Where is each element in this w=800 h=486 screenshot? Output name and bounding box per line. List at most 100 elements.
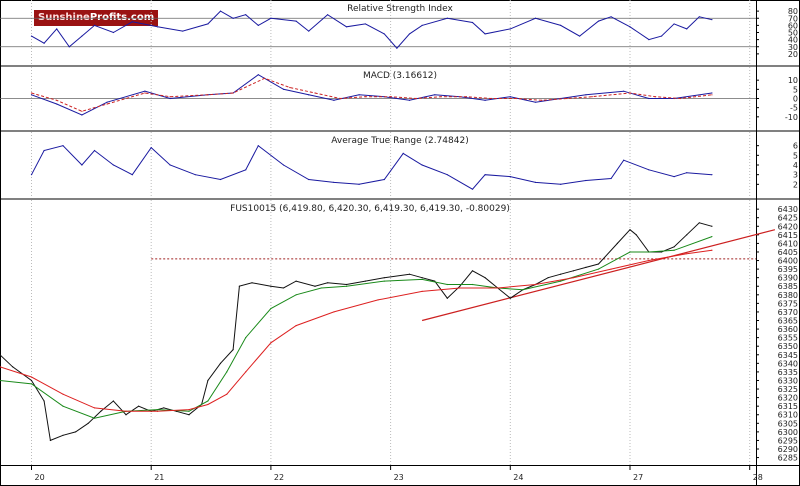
data-point xyxy=(673,246,675,248)
data-point xyxy=(579,35,581,37)
data-point xyxy=(245,169,247,171)
data-point xyxy=(383,280,385,282)
data-point xyxy=(112,164,114,166)
data-point xyxy=(0,354,1,356)
data-point xyxy=(232,349,234,351)
y-tick-label: 6380 xyxy=(778,291,798,300)
y-tick-label: 6 xyxy=(793,142,798,151)
data-point xyxy=(679,97,682,100)
data-point xyxy=(257,145,259,147)
data-point xyxy=(308,30,310,32)
data-point xyxy=(219,178,222,181)
data-point xyxy=(560,280,562,282)
data-point xyxy=(30,376,33,378)
y-tick-label: 6300 xyxy=(778,428,798,437)
data-point xyxy=(333,181,335,183)
data-point xyxy=(12,366,14,368)
data-point xyxy=(509,96,511,98)
data-point xyxy=(169,164,171,166)
data-point xyxy=(93,149,96,152)
data-point xyxy=(56,28,58,30)
data-point xyxy=(421,290,423,292)
data-point xyxy=(509,28,511,30)
data-point xyxy=(711,92,713,94)
data-point xyxy=(0,379,1,382)
data-point xyxy=(471,21,474,24)
data-point xyxy=(282,88,285,90)
data-point xyxy=(629,251,631,253)
x-tick-label: 20 xyxy=(35,473,45,482)
data-point xyxy=(295,20,297,22)
data-point xyxy=(43,149,45,152)
data-point xyxy=(30,174,33,176)
y-tick-label: 6320 xyxy=(778,394,798,403)
y-tick-label: 6415 xyxy=(778,231,798,240)
data-point xyxy=(150,147,152,149)
data-point xyxy=(509,176,511,178)
data-point xyxy=(182,30,184,32)
data-point xyxy=(339,97,341,100)
data-point xyxy=(345,285,348,287)
data-point xyxy=(484,174,486,176)
data-point xyxy=(219,362,222,364)
data-point xyxy=(333,99,335,101)
data-point xyxy=(270,17,272,19)
data-point xyxy=(572,277,574,279)
y-tick-label: 6305 xyxy=(778,419,798,428)
y-tick-label: 5 xyxy=(793,85,798,94)
y-tick-label: 70 xyxy=(788,14,798,23)
data-point xyxy=(440,96,442,98)
data-point xyxy=(516,97,518,100)
data-point xyxy=(648,39,650,41)
series-line-2 xyxy=(0,249,712,412)
panel-title: Relative Strength Index xyxy=(347,4,453,14)
data-point xyxy=(471,188,474,190)
x-tick-label: 21 xyxy=(154,473,164,482)
y-tick-label: 50 xyxy=(788,29,798,38)
data-point xyxy=(144,90,146,92)
data-point xyxy=(188,410,190,412)
y-tick-label: 6430 xyxy=(778,205,798,214)
panel-3: 6430642564206415641064056400639563906385… xyxy=(0,198,800,465)
data-point xyxy=(648,251,650,253)
data-point xyxy=(282,164,285,166)
data-point xyxy=(30,92,33,94)
data-point xyxy=(635,234,637,236)
data-point xyxy=(711,19,713,21)
data-point xyxy=(434,94,436,96)
data-point xyxy=(402,152,404,154)
data-point xyxy=(415,97,417,100)
data-point xyxy=(106,101,108,103)
data-point xyxy=(547,277,549,279)
series-line-0 xyxy=(31,10,713,49)
y-tick-label: 3 xyxy=(793,171,798,180)
data-point xyxy=(446,283,448,286)
y-tick-label: 6315 xyxy=(778,402,798,411)
data-point xyxy=(93,417,96,419)
data-point xyxy=(30,94,33,96)
brand-part2: Profits.com xyxy=(89,12,155,23)
data-point xyxy=(673,249,675,251)
data-point xyxy=(93,407,96,409)
data-point xyxy=(131,21,133,23)
data-point xyxy=(408,99,411,101)
data-point xyxy=(87,422,89,424)
data-point xyxy=(62,393,64,395)
data-point xyxy=(383,277,385,279)
data-point xyxy=(610,177,612,180)
data-point xyxy=(629,26,631,28)
data-point xyxy=(585,94,587,96)
data-point xyxy=(207,379,209,382)
data-point xyxy=(270,342,272,344)
data-point xyxy=(125,410,127,412)
data-point xyxy=(597,263,600,265)
data-point xyxy=(509,297,511,299)
y-tick-label: 6395 xyxy=(778,265,798,274)
data-point xyxy=(711,235,713,238)
data-point xyxy=(156,26,159,28)
data-point xyxy=(81,35,83,37)
data-point xyxy=(686,253,688,255)
data-point xyxy=(660,251,663,253)
data-point xyxy=(245,14,247,16)
